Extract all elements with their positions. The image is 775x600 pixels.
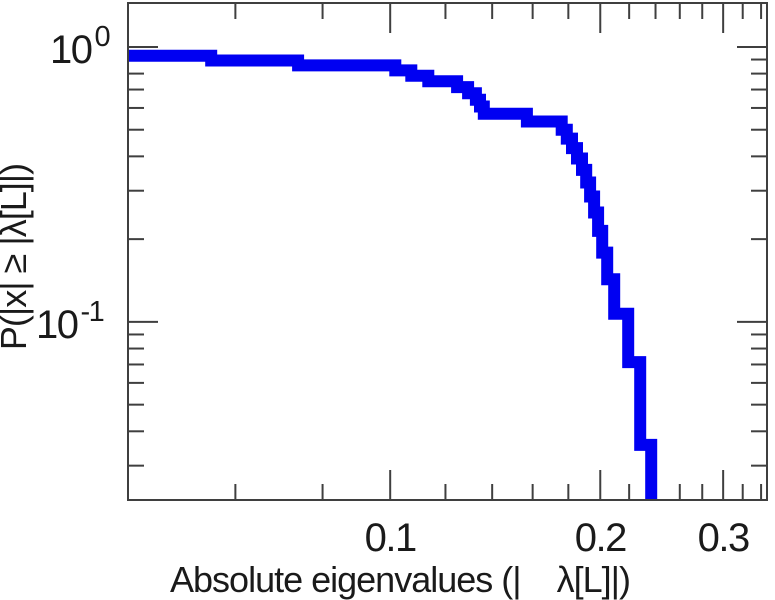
y-tick-label-10e0: 10 0 (50, 21, 110, 72)
x-axis-title: Absolute eigenvalues (| λ[L]|) (170, 559, 630, 600)
x-tick-label-0.2: 0.2 (575, 516, 626, 560)
y-tick-label-10e-1: 10 -1 (36, 296, 104, 347)
ccdf-curve (128, 49, 658, 500)
plot-frame (127, 2, 768, 501)
axes-ticks (128, 3, 767, 500)
y-axis-title: P(|x| ≥ |λ[L]|) (0, 164, 34, 350)
x-tick-label-0.3: 0.3 (698, 516, 749, 560)
x-tick-label-0.1: 0.1 (365, 516, 416, 560)
